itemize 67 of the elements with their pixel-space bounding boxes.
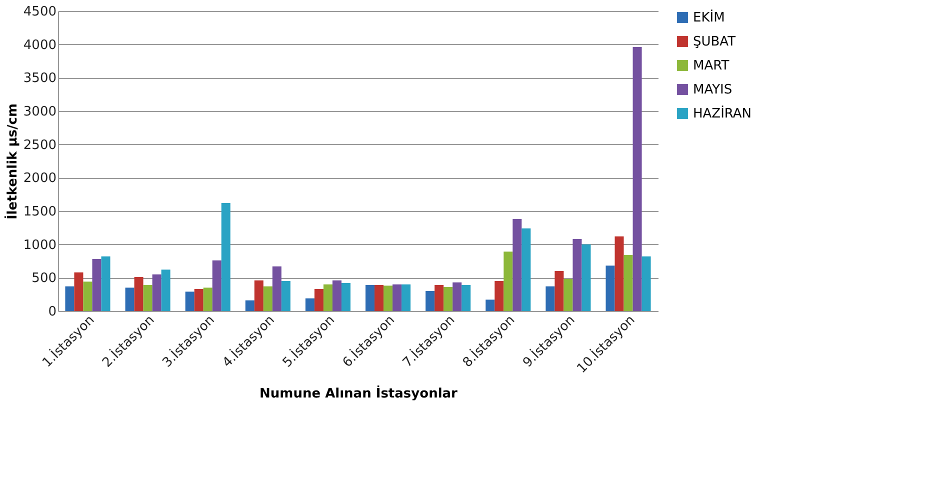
bar bbox=[263, 286, 272, 311]
bar bbox=[614, 236, 624, 311]
bar bbox=[323, 284, 332, 311]
bar bbox=[554, 271, 564, 311]
bar bbox=[272, 266, 282, 311]
bar bbox=[65, 286, 74, 311]
bar bbox=[642, 256, 651, 311]
y-tick-label: 0 bbox=[48, 304, 56, 320]
bar bbox=[366, 285, 375, 311]
x-axis-title: Numune Alınan İstasyonlar bbox=[260, 384, 458, 402]
bar bbox=[185, 292, 194, 311]
y-tick-label: 1500 bbox=[23, 204, 56, 220]
y-tick-label: 3500 bbox=[23, 71, 56, 86]
bar bbox=[402, 284, 411, 311]
bar bbox=[444, 287, 453, 311]
bar bbox=[305, 298, 314, 311]
bar bbox=[125, 288, 134, 311]
bar bbox=[564, 279, 573, 311]
bar bbox=[486, 300, 495, 311]
legend-label: MAYIS bbox=[693, 82, 732, 98]
y-tick-label: 3000 bbox=[23, 104, 56, 120]
y-axis-title: İletkenlik µs/cm bbox=[3, 103, 20, 220]
bar bbox=[92, 259, 102, 311]
y-tick-label: 4500 bbox=[23, 4, 56, 20]
bar bbox=[374, 285, 384, 311]
bar bbox=[504, 252, 513, 311]
bar bbox=[221, 203, 230, 311]
bar bbox=[582, 244, 591, 311]
bar bbox=[452, 282, 462, 311]
bar bbox=[245, 300, 254, 311]
bar bbox=[606, 266, 615, 311]
y-tick-label: 1000 bbox=[23, 238, 56, 253]
bar bbox=[624, 255, 633, 311]
bar bbox=[512, 219, 522, 311]
bar bbox=[134, 277, 144, 311]
bar bbox=[143, 285, 152, 311]
bar bbox=[203, 288, 212, 311]
bar bbox=[161, 270, 170, 311]
bar bbox=[314, 289, 324, 311]
bar bbox=[434, 285, 444, 311]
bar bbox=[494, 281, 504, 311]
legend-label: EKİM bbox=[693, 10, 725, 26]
bar bbox=[152, 274, 162, 311]
y-tick-label: 500 bbox=[32, 271, 56, 286]
y-tick-label: 2000 bbox=[23, 171, 56, 186]
bar bbox=[83, 282, 92, 311]
legend-label: MART bbox=[693, 58, 730, 74]
bar bbox=[462, 285, 471, 311]
legend-label: HAZİRAN bbox=[693, 106, 752, 122]
bar bbox=[101, 256, 110, 311]
bar bbox=[426, 291, 435, 311]
bar bbox=[332, 280, 342, 311]
bar bbox=[384, 286, 393, 311]
bar bbox=[194, 289, 204, 311]
bar bbox=[522, 228, 531, 311]
bar bbox=[632, 47, 642, 311]
bar bbox=[392, 284, 402, 311]
bar bbox=[74, 272, 84, 311]
y-tick-label: 2500 bbox=[23, 138, 56, 153]
y-tick-label: 4000 bbox=[23, 38, 56, 53]
bar bbox=[546, 286, 555, 311]
bar bbox=[341, 283, 350, 311]
legend-label: ŞUBAT bbox=[693, 34, 736, 50]
bar bbox=[281, 281, 290, 311]
bar bbox=[572, 239, 582, 311]
bar bbox=[212, 260, 222, 311]
bar bbox=[254, 280, 264, 311]
